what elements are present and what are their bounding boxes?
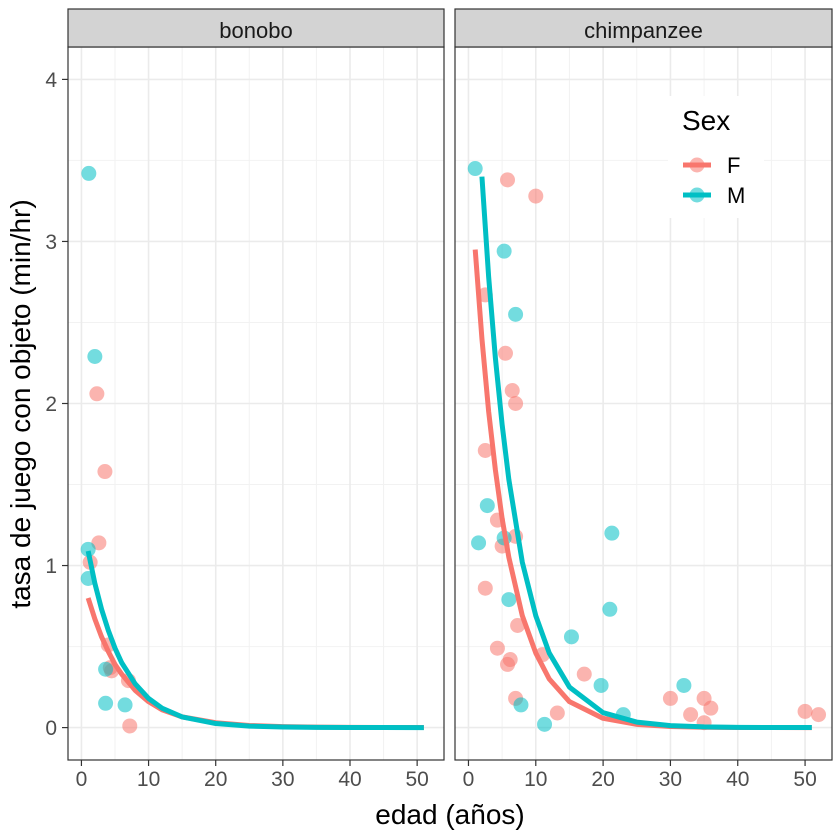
data-point xyxy=(549,705,565,721)
facet-strip-label: bonobo xyxy=(219,18,292,43)
data-point xyxy=(98,661,114,677)
legend-key-F: F xyxy=(683,153,740,178)
data-point xyxy=(513,697,529,713)
facet-strip-label: chimpanzee xyxy=(584,18,703,43)
data-point xyxy=(477,442,493,458)
data-point xyxy=(508,306,524,322)
data-point xyxy=(576,666,592,682)
x-tick-label: 10 xyxy=(137,768,160,791)
y-tick-label: 3 xyxy=(45,231,57,254)
x-tick-label: 20 xyxy=(204,768,227,791)
data-point xyxy=(81,165,97,181)
x-axis-title: edad (años) xyxy=(375,799,524,830)
data-point xyxy=(497,345,513,361)
data-point xyxy=(97,464,113,480)
fit-line-M xyxy=(85,550,424,731)
x-tick-label: 40 xyxy=(726,768,749,791)
data-point xyxy=(811,707,827,723)
x-tick-label: 0 xyxy=(463,768,475,791)
data-point xyxy=(467,161,483,177)
x-tick-label: 50 xyxy=(793,768,816,791)
data-point xyxy=(98,695,114,711)
facet-strip xyxy=(454,8,833,48)
data-point xyxy=(797,703,813,719)
data-point xyxy=(563,629,579,645)
facet-strip xyxy=(67,8,445,48)
legend-background xyxy=(668,96,764,218)
data-point xyxy=(89,386,105,402)
data-point xyxy=(500,172,516,188)
data-point xyxy=(500,656,516,672)
data-point xyxy=(604,525,620,541)
x-tick-label: 10 xyxy=(524,768,547,791)
data-point xyxy=(537,716,553,732)
x-tick-label: 30 xyxy=(659,768,682,791)
data-point xyxy=(528,188,544,204)
legend-key-M: M xyxy=(683,183,745,208)
legend-keys: FM xyxy=(683,153,745,208)
data-point xyxy=(593,677,609,693)
data-point xyxy=(662,690,678,706)
data-point xyxy=(703,700,719,716)
data-point xyxy=(496,243,512,259)
fit-line-M xyxy=(479,176,812,731)
x-tick-label: 30 xyxy=(271,768,294,791)
data-point xyxy=(683,707,699,723)
data-point xyxy=(501,592,517,608)
data-point xyxy=(489,640,505,656)
data-point xyxy=(508,396,524,411)
legend-point xyxy=(689,157,705,173)
legend-label: F xyxy=(727,153,740,178)
data-point xyxy=(80,541,96,557)
data-point xyxy=(510,618,526,634)
x-tick-label: 20 xyxy=(591,768,614,791)
legend: Sex FM xyxy=(668,96,764,218)
data-point xyxy=(91,535,107,551)
x-tick-label: 0 xyxy=(76,768,88,791)
y-tick-label: 4 xyxy=(45,69,57,92)
data-point xyxy=(504,383,520,399)
panel-bonobo: bonobo 0 10 20 30 40 50 0 1 2 3 4 xyxy=(45,8,445,791)
data-point xyxy=(87,349,103,365)
y-tick-label: 0 xyxy=(45,717,57,740)
x-tick-label: 40 xyxy=(338,768,361,791)
y-axis-title: tasa de juego con objeto (min/hr) xyxy=(5,199,36,608)
data-point xyxy=(117,697,133,713)
panels-layer: bonobo 0 10 20 30 40 50 0 1 2 3 4 chimpanzee 0 10 20 30 4… xyxy=(45,8,833,791)
x-tick-label: 50 xyxy=(405,768,428,791)
legend-title: Sex xyxy=(682,105,730,136)
data-point xyxy=(477,580,493,596)
legend-point xyxy=(689,187,705,203)
data-point xyxy=(122,718,138,734)
legend-label: M xyxy=(727,183,745,208)
data-point xyxy=(471,535,487,551)
y-tick-label: 1 xyxy=(45,555,57,578)
data-point xyxy=(479,498,495,514)
panel-chimpanzee: chimpanzee 0 10 20 30 40 50 xyxy=(454,8,833,791)
y-tick-label: 2 xyxy=(45,393,57,416)
data-point xyxy=(676,677,692,693)
data-point xyxy=(602,601,618,617)
